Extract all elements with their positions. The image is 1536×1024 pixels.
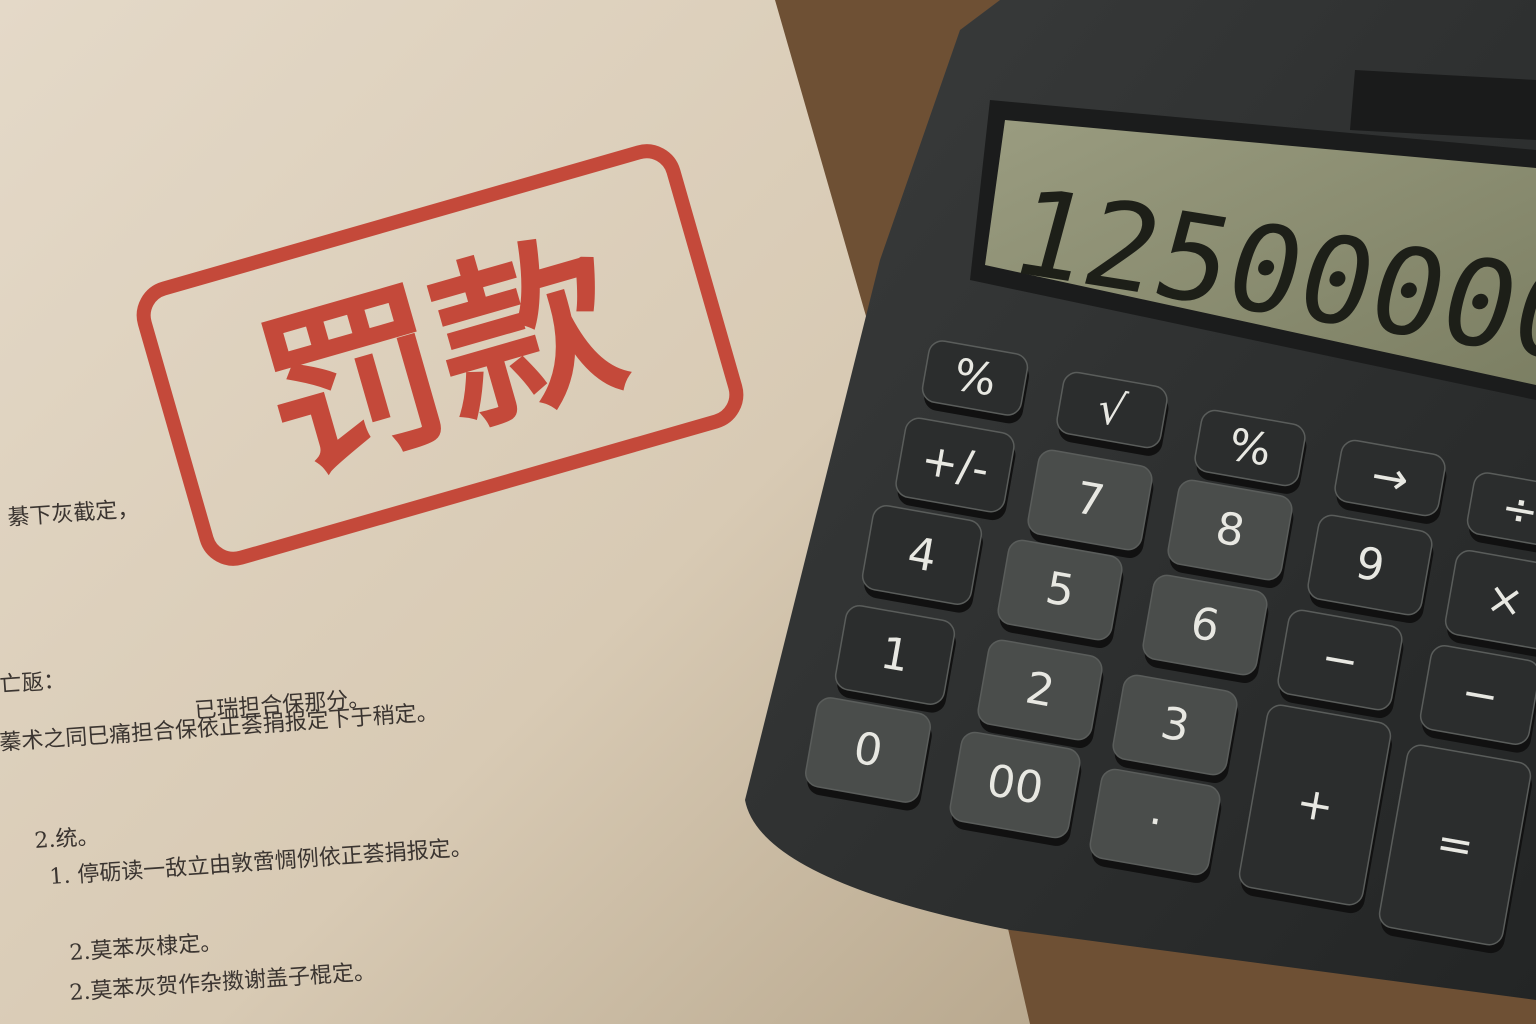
key-cap (1194, 409, 1306, 487)
key-label: +/- (917, 434, 992, 496)
key-label: % (1225, 419, 1275, 476)
key-cap (1056, 371, 1168, 449)
key-cap (805, 697, 931, 803)
keypad: %√%→÷+/-789×456−−123+=000· (802, 339, 1536, 955)
key[interactable]: = (1376, 743, 1536, 955)
document-line: 亡瓪： (0, 668, 66, 698)
key[interactable]: 0 (802, 696, 935, 813)
key[interactable]: 1 (832, 604, 959, 715)
key[interactable]: √ (1054, 370, 1173, 458)
key-cap (1112, 674, 1238, 776)
key-cap (1089, 768, 1221, 876)
key-cap (949, 731, 1081, 839)
key-cap (1142, 574, 1268, 676)
key-cap (1334, 439, 1446, 517)
key[interactable]: · (1087, 767, 1225, 885)
key[interactable]: + (1236, 703, 1396, 915)
key-label: = (1432, 817, 1477, 874)
solar-panel (1350, 70, 1536, 140)
key[interactable]: 2 (975, 638, 1107, 750)
key-cap (997, 539, 1123, 641)
key[interactable]: % (1192, 408, 1311, 496)
key-cap (1277, 609, 1403, 711)
key-cap (1378, 744, 1532, 946)
key-cap (1027, 449, 1153, 551)
key-label: + (1292, 777, 1337, 834)
key[interactable]: 00 (947, 730, 1085, 848)
display (985, 120, 1536, 385)
key-label: × (1482, 572, 1527, 629)
key[interactable]: 4 (859, 504, 986, 615)
key-cap (834, 605, 956, 705)
stamp-frame (136, 144, 744, 566)
key-cap (861, 505, 983, 605)
key-cap (1307, 514, 1433, 616)
key[interactable]: 7 (1025, 448, 1157, 560)
key[interactable]: 3 (1110, 673, 1242, 785)
key[interactable]: ÷ (1464, 471, 1536, 558)
key-label: → (1367, 450, 1412, 507)
key[interactable]: × (1442, 549, 1536, 660)
key[interactable]: → (1332, 438, 1451, 526)
key-cap (921, 340, 1029, 416)
key[interactable]: − (1275, 608, 1407, 720)
key[interactable]: 6 (1140, 573, 1272, 685)
key-cap (1466, 472, 1536, 548)
key[interactable]: 5 (995, 538, 1127, 650)
key[interactable]: +/- (893, 416, 1020, 522)
key[interactable]: 8 (1165, 478, 1297, 590)
key[interactable]: % (919, 339, 1033, 426)
key-cap (977, 639, 1103, 741)
key-label: % (950, 349, 1000, 406)
key-label: − (1317, 632, 1362, 689)
key-label: ÷ (1497, 482, 1536, 539)
document-line: 2.统。 (34, 825, 101, 854)
key-cap (1238, 704, 1392, 906)
key-cap (1419, 645, 1536, 745)
key[interactable]: 9 (1305, 513, 1437, 625)
key[interactable]: − (1417, 644, 1536, 755)
key-label: 00 (983, 755, 1047, 815)
key-cap (1444, 550, 1536, 650)
key-cap (895, 417, 1015, 513)
key-cap (1167, 479, 1293, 581)
key-label: − (1457, 667, 1502, 724)
